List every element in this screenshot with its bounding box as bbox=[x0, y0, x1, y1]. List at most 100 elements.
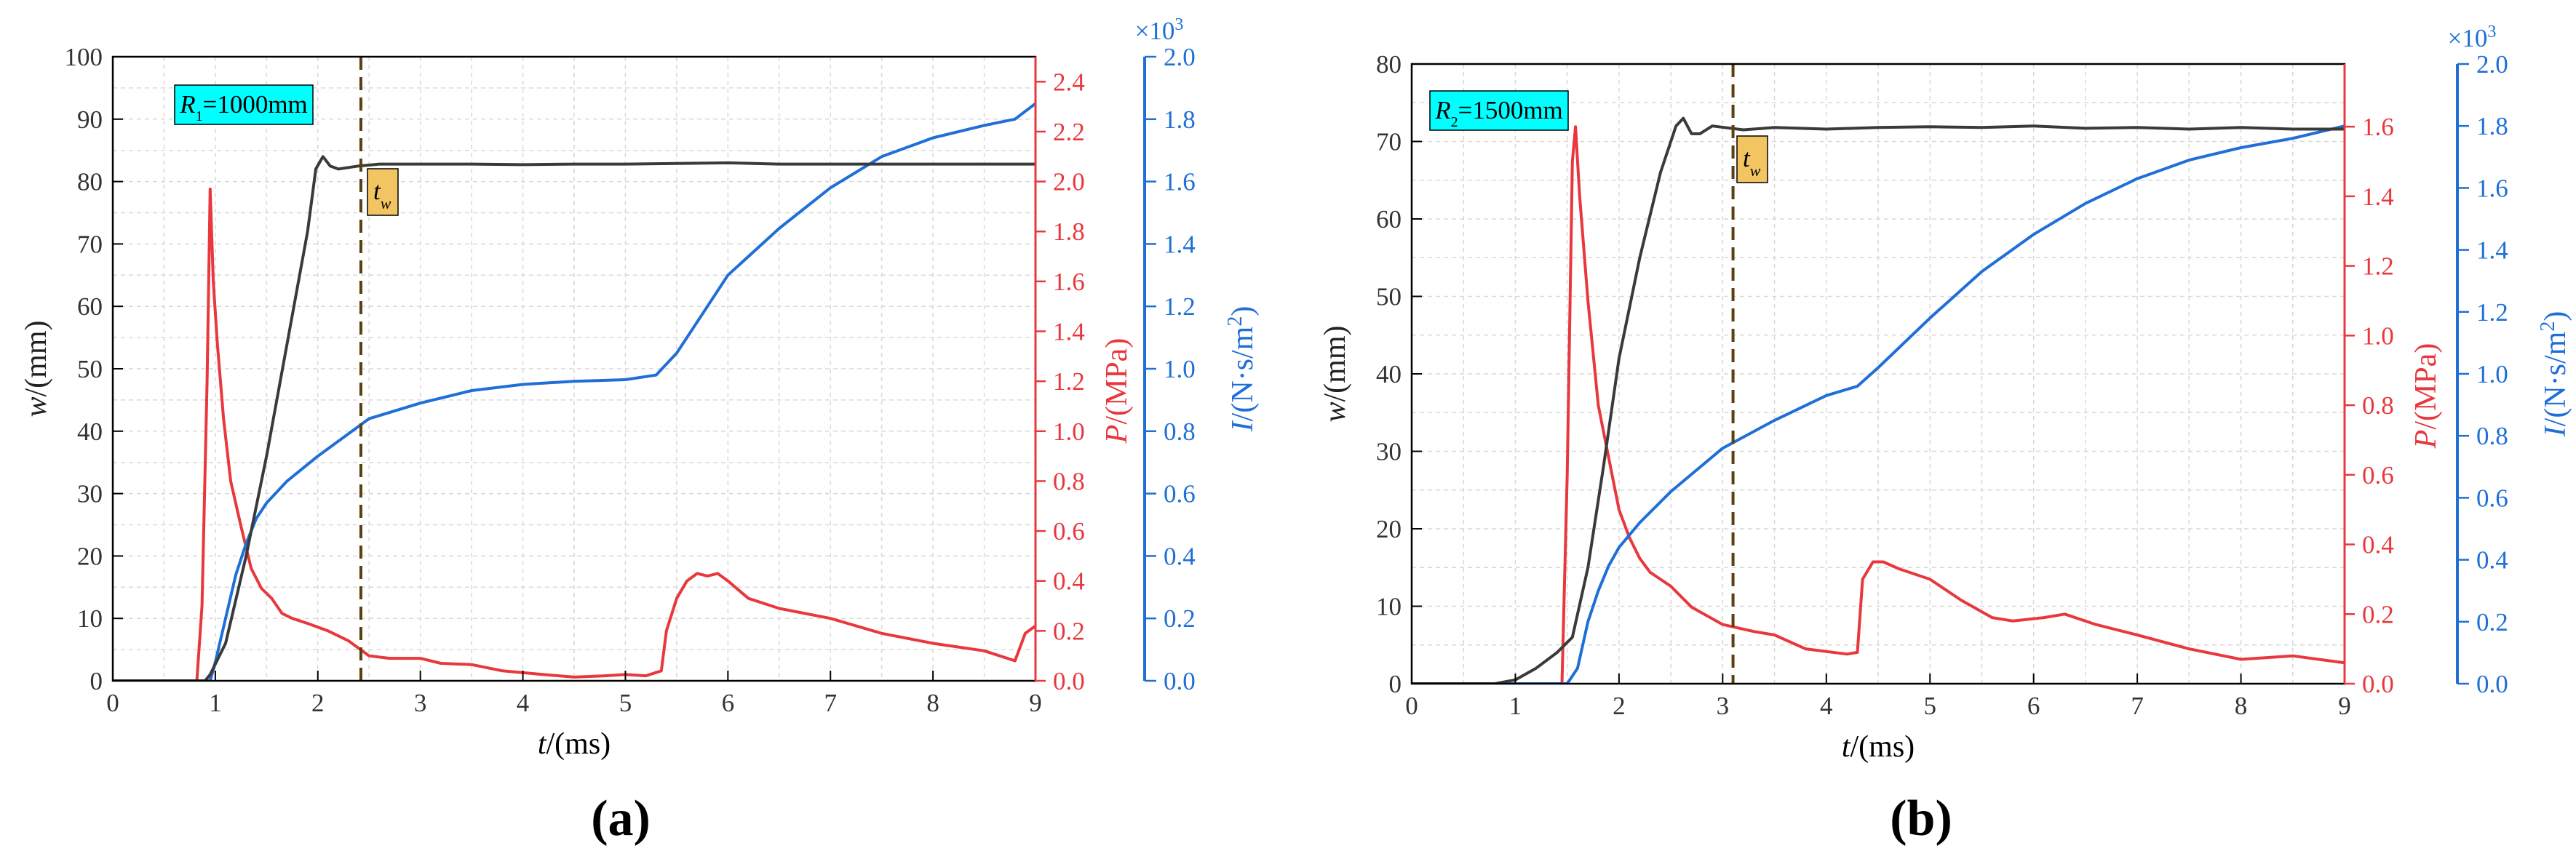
I-tick-label: 1.8 bbox=[2476, 112, 2508, 140]
P-tick-label: 2.4 bbox=[1053, 68, 1085, 96]
x-tick-label: 9 bbox=[1029, 689, 1042, 717]
I-tick-label: 1.6 bbox=[1164, 168, 1196, 196]
tw-label: tw bbox=[1743, 144, 1761, 180]
w-axis-title: w/(mm) bbox=[1319, 326, 1352, 423]
w-tick-label: 80 bbox=[77, 168, 103, 196]
I-axis-title: I/(N·s/m2) bbox=[2537, 311, 2573, 438]
P-tick-label: 1.0 bbox=[2362, 321, 2394, 350]
w-tick-label: 50 bbox=[77, 355, 103, 383]
I-tick-label: 0.2 bbox=[2476, 608, 2508, 636]
x-tick-label: 2 bbox=[1613, 692, 1626, 720]
radius-label: R2=1500mm bbox=[1434, 96, 1563, 130]
I-tick-label: 0.2 bbox=[1164, 604, 1196, 633]
series-line-P bbox=[113, 187, 1035, 681]
I-tick-label: 0.6 bbox=[1164, 480, 1196, 508]
x-tick-label: 4 bbox=[517, 689, 530, 717]
P-tick-label: 1.2 bbox=[1053, 367, 1085, 396]
I-tick-label: 0.8 bbox=[2476, 422, 2508, 450]
x-tick-label: 0 bbox=[106, 689, 119, 717]
I-axis-title: I/(N·s/m2) bbox=[1224, 306, 1260, 433]
x-tick-label: 5 bbox=[619, 689, 632, 717]
P-tick-label: 0.0 bbox=[1053, 667, 1085, 695]
P-axis-title: P/(MPa) bbox=[2409, 343, 2443, 450]
I-axis-exponent: ×103 bbox=[1135, 15, 1184, 45]
P-tick-label: 2.2 bbox=[1053, 118, 1085, 146]
radius-label-box bbox=[1429, 90, 1569, 131]
series-line-w bbox=[113, 155, 1035, 681]
w-tick-label: 70 bbox=[77, 230, 103, 258]
w-tick-label: 30 bbox=[1376, 438, 1402, 466]
P-tick-label: 0.4 bbox=[1053, 567, 1085, 596]
series-line-w bbox=[1412, 116, 2345, 684]
w-tick-label: 40 bbox=[1376, 360, 1402, 388]
x-tick-label: 6 bbox=[2027, 692, 2040, 720]
I-tick-label: 1.2 bbox=[1164, 292, 1196, 321]
tw-label-box bbox=[1736, 135, 1768, 183]
I-tick-label: 1.2 bbox=[2476, 298, 2508, 327]
x-axis-title: t/(ms) bbox=[1842, 730, 1915, 764]
panel-label: (a) bbox=[591, 791, 651, 847]
w-tick-label: 20 bbox=[1376, 515, 1402, 543]
P-tick-label: 1.0 bbox=[1053, 417, 1085, 446]
I-axis-exponent: ×103 bbox=[2448, 23, 2497, 52]
x-tick-label: 7 bbox=[824, 689, 837, 717]
x-tick-label: 8 bbox=[2235, 692, 2248, 720]
I-tick-label: 0.0 bbox=[1164, 667, 1196, 695]
x-tick-label: 7 bbox=[2131, 692, 2144, 720]
w-tick-label: 60 bbox=[1376, 205, 1402, 233]
w-tick-label: 80 bbox=[1376, 50, 1402, 79]
P-tick-label: 1.8 bbox=[1053, 217, 1085, 246]
w-tick-label: 0 bbox=[90, 667, 103, 695]
w-tick-label: 30 bbox=[77, 480, 103, 508]
x-tick-label: 4 bbox=[1820, 692, 1833, 720]
P-tick-label: 0.2 bbox=[2362, 600, 2394, 628]
w-tick-label: 100 bbox=[65, 43, 103, 71]
panel-a-chart: 0 1 2 3 4 5 6 7 8 9 t/(ms) 0 10 20 30 40 50 60 70 80 90 100 w/… bbox=[20, 15, 1260, 847]
P-tick-label: 1.6 bbox=[2362, 113, 2394, 141]
P-tick-label: 1.4 bbox=[1053, 318, 1085, 346]
I-tick-label: 0.4 bbox=[1164, 542, 1196, 570]
w-tick-label: 0 bbox=[1389, 670, 1402, 698]
x-tick-label: 8 bbox=[926, 689, 939, 717]
P-axis-title: P/(MPa) bbox=[1100, 338, 1134, 444]
w-tick-label: 50 bbox=[1376, 283, 1402, 311]
x-tick-label: 5 bbox=[1923, 692, 1936, 720]
x-tick-label: 1 bbox=[1509, 692, 1522, 720]
I-tick-label: 0.8 bbox=[1164, 417, 1196, 446]
panel-label: (b) bbox=[1890, 791, 1952, 847]
I-tick-label: 1.0 bbox=[1164, 355, 1196, 383]
P-tick-label: 0.8 bbox=[2362, 391, 2394, 420]
series-line-I bbox=[1412, 124, 2345, 684]
I-tick-label: 1.4 bbox=[1164, 230, 1196, 258]
x-tick-label: 1 bbox=[209, 689, 222, 717]
tw-label-box bbox=[367, 168, 399, 216]
grid bbox=[112, 56, 1036, 682]
w-tick-label: 90 bbox=[77, 105, 103, 134]
P-tick-label: 1.4 bbox=[2362, 183, 2394, 211]
x-tick-label: 9 bbox=[2338, 692, 2351, 720]
w-tick-label: 60 bbox=[77, 292, 103, 321]
I-tick-label: 0.0 bbox=[2476, 670, 2508, 698]
P-tick-label: 0.2 bbox=[1053, 617, 1085, 645]
x-tick-label: 2 bbox=[311, 689, 325, 717]
x-tick-label: 3 bbox=[1717, 692, 1730, 720]
I-tick-label: 2.0 bbox=[2476, 50, 2508, 79]
I-tick-label: 1.4 bbox=[2476, 236, 2508, 265]
P-tick-label: 1.2 bbox=[2362, 252, 2394, 281]
P-tick-label: 2.0 bbox=[1053, 168, 1085, 196]
panel-b-chart: 0 1 2 3 4 5 6 7 8 9 t/(ms) 0 10 20 30 40 50 60 70 80 w/(mm) 0… bbox=[1319, 23, 2572, 847]
w-axis-title: w/(mm) bbox=[20, 321, 53, 417]
x-tick-label: 6 bbox=[722, 689, 735, 717]
P-tick-label: 0.6 bbox=[1053, 517, 1085, 546]
x-tick-label: 3 bbox=[414, 689, 427, 717]
I-tick-label: 2.0 bbox=[1164, 43, 1196, 71]
tw-label: tw bbox=[373, 177, 391, 212]
P-tick-label: 1.6 bbox=[1053, 268, 1085, 296]
I-tick-label: 0.6 bbox=[2476, 484, 2508, 512]
x-axis-title: t/(ms) bbox=[538, 727, 611, 761]
x-tick-label: 0 bbox=[1405, 692, 1418, 720]
series-line-I bbox=[113, 102, 1035, 681]
P-tick-label: 0.6 bbox=[2362, 461, 2394, 490]
series-line-P bbox=[1412, 125, 2345, 684]
I-tick-label: 1.6 bbox=[2476, 174, 2508, 202]
